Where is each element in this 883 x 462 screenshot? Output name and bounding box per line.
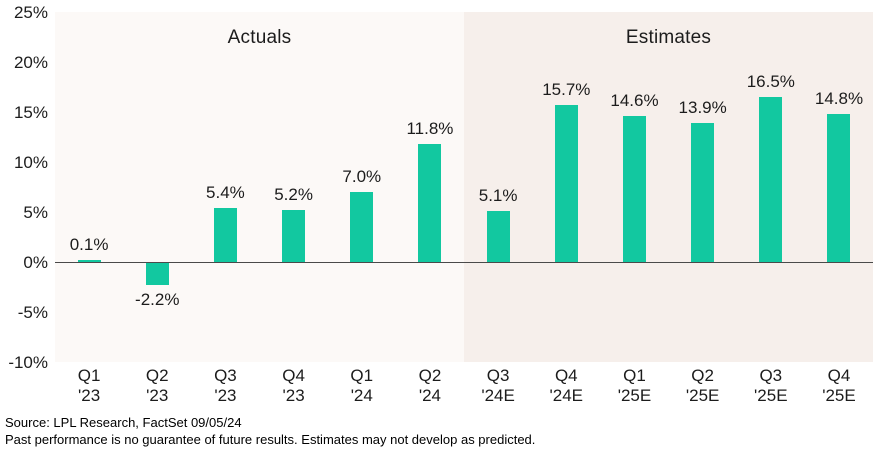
x-tick-year: '25E [822, 386, 856, 405]
x-tick-quarter: Q2 [145, 366, 169, 385]
x-tick-year: '23 [282, 386, 305, 405]
y-tick-label: 15% [13, 102, 48, 122]
bar-slot: 13.9% [669, 12, 737, 362]
chart-footer: Source: LPL Research, FactSet 09/05/24 P… [5, 415, 535, 448]
x-tick-quarter: Q2 [418, 366, 442, 385]
x-tick-quarter: Q2 [691, 366, 714, 385]
bar-slot: 7.0% [328, 12, 396, 362]
x-tick-quarter: Q4 [827, 366, 851, 385]
bar [77, 260, 101, 262]
actuals-section-label: Actuals [227, 27, 292, 48]
bar [213, 208, 237, 262]
x-tick-label: Q4'24E [532, 366, 600, 406]
bar-value-label: 11.8% [406, 119, 454, 138]
bar [691, 123, 715, 262]
x-tick-label: Q4'25E [805, 366, 873, 406]
x-tick-year: '25E [685, 386, 720, 405]
bar-slot: 11.8% [396, 12, 464, 362]
x-tick-label: Q3'25E [737, 366, 805, 406]
bar-slot: 14.6% [600, 12, 668, 362]
bar-value-label: 7.0% [342, 167, 382, 186]
bar-slot: 16.5% [737, 12, 805, 362]
x-tick-year: '24E [549, 386, 584, 405]
y-axis: 25% 20% 15% 10% 5% 0% -5% -10% [0, 3, 48, 372]
x-tick-quarter: Q3 [214, 366, 237, 385]
x-tick-year: '23 [146, 386, 169, 405]
x-tick-label: Q4'23 [260, 366, 328, 406]
bar-slot: -2.2% [123, 12, 191, 362]
x-tick-quarter: Q1 [350, 366, 374, 385]
x-tick-label: Q1'23 [55, 366, 123, 406]
bar [827, 114, 851, 262]
bar-slot: 0.1% [55, 12, 123, 362]
bar [554, 105, 578, 262]
x-tick-label: Q1'24 [328, 366, 396, 406]
x-tick-year: '25E [617, 386, 652, 405]
bar [486, 211, 510, 262]
bar [418, 144, 442, 262]
x-tick-label: Q2'24 [396, 366, 464, 406]
bar-value-label: 0.1% [69, 235, 109, 254]
y-tick-label: 10% [13, 152, 48, 172]
x-tick-year: '24 [350, 386, 373, 405]
disclaimer-text: Past performance is no guarantee of futu… [5, 431, 536, 447]
x-tick-year: '23 [214, 386, 237, 405]
estimates-section-label: Estimates [625, 27, 712, 48]
x-tick-quarter: Q1 [623, 366, 646, 385]
x-tick-label: Q2'25E [669, 366, 737, 406]
bar-value-label: 15.7% [542, 80, 591, 99]
bar [759, 97, 783, 262]
y-tick-label: 5% [23, 202, 48, 222]
x-tick-quarter: Q4 [554, 366, 578, 385]
bar-value-label: 16.5% [746, 72, 795, 91]
x-tick-label: Q3'24E [464, 366, 532, 406]
bar-value-label: 5.2% [274, 185, 313, 204]
y-tick-label: 20% [13, 52, 48, 72]
bar [350, 192, 374, 262]
x-tick-year: '25E [754, 386, 788, 405]
x-tick-year: '23 [78, 386, 101, 405]
bar-slot: 5.2% [260, 12, 328, 362]
x-axis: Q1'23 Q2'23 Q3'23 Q4'23 Q1'24 Q2'24 Q3'24E Q4'2… [55, 366, 873, 406]
bar [282, 210, 306, 262]
estimates-region: Estimates [464, 12, 873, 362]
bar-slots: 0.1% -2.2% 5.4% 5.2% 7.0% 11.8% 5.1% 15.7% 14.6%… [55, 12, 873, 362]
x-tick-label: Q2'23 [123, 366, 191, 406]
actuals-region: Actuals [55, 12, 464, 362]
x-tick-label: Q3'23 [191, 366, 259, 406]
x-tick-year: '24E [481, 386, 515, 405]
x-tick-year: '24 [418, 386, 442, 405]
bar-slot: 5.4% [191, 12, 259, 362]
source-text: Source: LPL Research, FactSet 09/05/24 [5, 415, 242, 430]
y-tick-label: -5% [17, 302, 48, 322]
bar [145, 263, 169, 285]
bar-slot: 15.7% [532, 12, 600, 362]
x-tick-quarter: Q3 [486, 366, 510, 385]
bar-value-label: -2.2% [135, 290, 180, 309]
bar-value-label: 5.1% [478, 186, 518, 205]
x-tick-quarter: Q4 [282, 366, 305, 385]
bar-value-label: 14.8% [814, 89, 864, 108]
y-tick-label: -10% [8, 352, 48, 372]
bar [622, 116, 646, 262]
bar-slot: 5.1% [464, 12, 532, 362]
y-tick-label: 25% [13, 2, 48, 22]
x-tick-label: Q1'25E [600, 366, 668, 406]
bar-value-label: 14.6% [610, 91, 659, 110]
x-tick-quarter: Q3 [759, 366, 783, 385]
plot-area: Actuals Estimates 0.1% -2.2% 5.4% 5.2% 7.0% 1… [55, 12, 873, 362]
bar-value-label: 5.4% [206, 183, 245, 202]
bar-slot: 14.8% [805, 12, 873, 362]
y-tick-label: 0% [23, 252, 48, 272]
bar-value-label: 13.9% [678, 98, 727, 117]
zero-axis-line [55, 261, 873, 264]
x-tick-quarter: Q1 [77, 366, 101, 385]
